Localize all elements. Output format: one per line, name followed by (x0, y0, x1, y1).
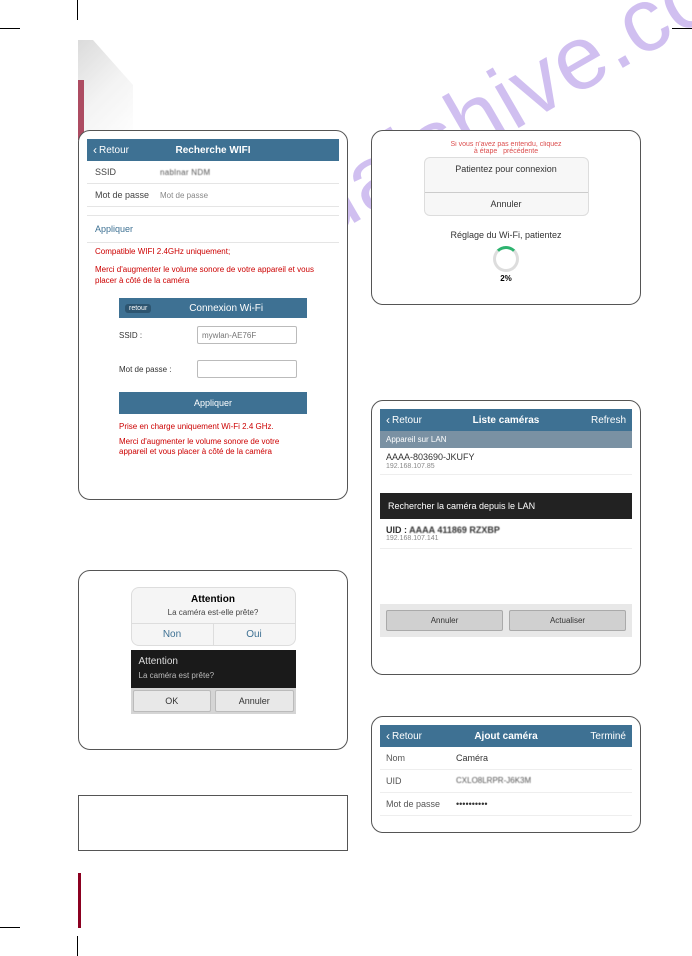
chevron-left-icon: ‹ (386, 729, 390, 743)
warning-4: Merci d'augmenter le volume sonore de vo… (95, 435, 331, 460)
alert-cancel-button[interactable]: Annuler (215, 690, 294, 712)
uid-value: AAAA 411869 RZXBP (409, 525, 500, 535)
ajout-uid-row: UID CXLO8LRPR-J6K3M (380, 770, 632, 793)
apply-link[interactable]: Appliquer (87, 215, 339, 243)
refresh-button[interactable]: Actualiser (509, 610, 626, 631)
alert-no-button[interactable]: Non (132, 624, 214, 645)
alert-yes-button[interactable]: Oui (214, 624, 295, 645)
panel-attention: Attention La caméra est-elle prête? Non … (78, 570, 348, 750)
patient-card: Patientez pour connexion Annuler (424, 157, 589, 216)
footer-red-line (78, 873, 81, 928)
reglage-text: Réglage du Wi-Fi, patientez (380, 216, 632, 240)
uid-label: UID : (386, 525, 407, 535)
panel-empty (78, 795, 348, 851)
camera-row-1[interactable]: AAAA-803690-JKUFY 192.168.107.85 (380, 448, 632, 475)
panel-recherche-wifi: ‹ Retour Recherche WIFI SSID nablnar NDM… (78, 130, 348, 500)
alert-title: Attention (132, 588, 295, 605)
alert-dark-title: Attention (131, 650, 296, 669)
apply-button[interactable]: Appliquer (119, 392, 307, 414)
ssid2-input[interactable] (197, 326, 297, 344)
ssid-value: nablnar NDM (160, 168, 210, 177)
alert-light: Attention La caméra est-elle prête? Non … (131, 587, 296, 646)
camera-name: AAAA-803690-JKUFY (386, 452, 626, 462)
password-label: Mot de passe (95, 190, 160, 200)
navbar-liste: ‹ Retour Liste caméras Refresh (380, 409, 632, 431)
liste-sub: Appareil sur LAN (380, 431, 632, 448)
panel-liste-cameras: ‹ Retour Liste caméras Refresh Appareil … (371, 400, 641, 675)
chevron-left-icon: ‹ (93, 143, 97, 157)
name-label: Nom (386, 753, 456, 763)
pwd2-row: Mot de passe : (95, 352, 331, 386)
warning-2: Merci d'augmenter le volume sonore de vo… (87, 261, 339, 290)
password-placeholder: Mot de passe (160, 191, 208, 200)
back-pill[interactable]: retour (125, 304, 151, 313)
ssid2-label: SSID : (119, 331, 189, 340)
ssid-label: SSID (95, 167, 160, 177)
page-corner-decor (78, 40, 133, 140)
patient-warning: Si vous n'avez pas entendu, cliquezà éta… (380, 139, 632, 155)
cancel-button[interactable]: Annuler (386, 610, 503, 631)
warning-1: Compatible WIFI 2.4GHz uniquement; (87, 243, 339, 261)
back-label: Retour (392, 731, 422, 742)
wifi-connect-card: retour Connexion Wi-Fi SSID : Mot de pas… (95, 298, 331, 459)
done-link[interactable]: Terminé (590, 731, 626, 742)
name-value: Caméra (456, 753, 488, 763)
chevron-left-icon: ‹ (386, 413, 390, 427)
navbar-connexion: retour Connexion Wi-Fi (119, 298, 307, 318)
navbar-wifi: ‹ Retour Recherche WIFI (87, 139, 339, 161)
pwd2-label: Mot de passe : (119, 365, 189, 374)
back-button-ajout[interactable]: ‹ Retour (386, 729, 422, 743)
uid-ip: 192.168.107.141 (386, 535, 626, 542)
refresh-link[interactable]: Refresh (591, 415, 626, 426)
spinner-icon (493, 246, 519, 272)
warning-3: Prise en charge uniquement Wi-Fi 2.4 GHz… (95, 420, 331, 434)
ajout-pwd-row: Mot de passe •••••••••• (380, 793, 632, 816)
back-label: Retour (99, 145, 129, 156)
password-row: Mot de passe Mot de passe (87, 184, 339, 207)
alert-dark-message: La caméra est prête? (131, 669, 296, 688)
ssid2-row: SSID : (95, 318, 331, 352)
pwd2-input[interactable] (197, 360, 297, 378)
uid-value: CXLO8LRPR-J6K3M (456, 776, 531, 786)
panel-patientez: Si vous n'avez pas entendu, cliquezà éta… (371, 130, 641, 305)
uid-row[interactable]: UID : AAAA 411869 RZXBP 192.168.107.141 (380, 519, 632, 549)
patient-title: Patientez pour connexion (425, 158, 588, 192)
back-button-liste[interactable]: ‹ Retour (386, 413, 422, 427)
pwd-label: Mot de passe (386, 799, 456, 809)
back-label: Retour (392, 415, 422, 426)
camera-ip: 192.168.107.85 (386, 462, 626, 470)
ssid-row: SSID nablnar NDM (87, 161, 339, 184)
search-lan-header: Rechercher la caméra depuis le LAN (380, 493, 632, 519)
liste-bottom-bar: Annuler Actualiser (380, 604, 632, 637)
pwd-value: •••••••••• (456, 799, 488, 809)
navbar2-title: Connexion Wi-Fi (151, 303, 301, 314)
patient-cancel-button[interactable]: Annuler (425, 192, 588, 215)
spinner-percent: 2% (380, 274, 632, 283)
uid-label: UID (386, 776, 456, 786)
alert-message: La caméra est-elle prête? (132, 605, 295, 623)
ajout-name-row: Nom Caméra (380, 747, 632, 770)
alert-ok-button[interactable]: OK (133, 690, 212, 712)
back-button[interactable]: ‹ Retour (93, 143, 129, 157)
panel-ajout-camera: ‹ Retour Ajout caméra Terminé Nom Caméra… (371, 716, 641, 833)
navbar-ajout: ‹ Retour Ajout caméra Terminé (380, 725, 632, 747)
alert-dark: Attention La caméra est prête? OK Annule… (131, 650, 296, 714)
